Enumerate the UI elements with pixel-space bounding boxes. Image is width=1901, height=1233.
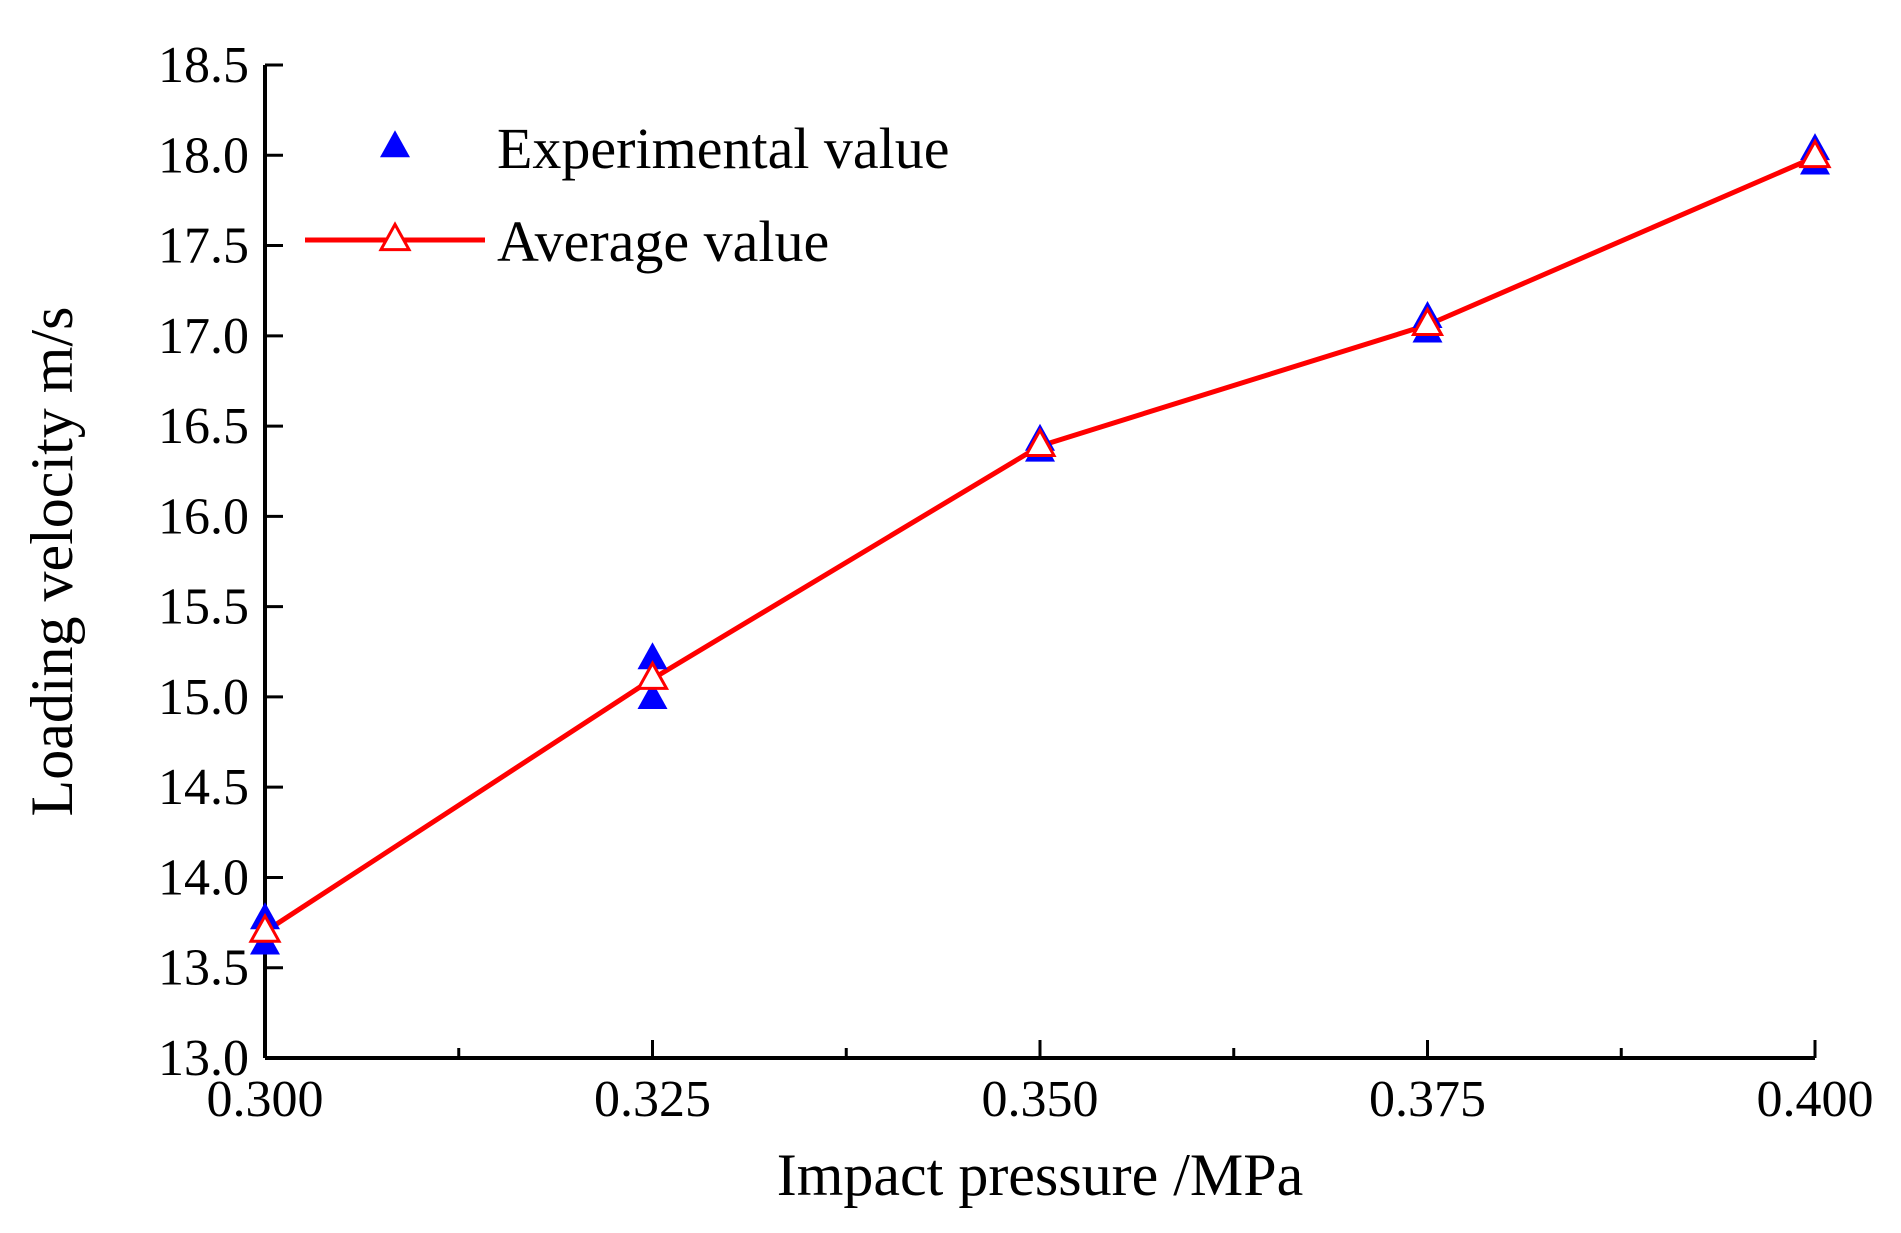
y-tick-label: 14.0 — [158, 849, 249, 906]
point-average — [248, 912, 282, 943]
y-tick-label: 18.5 — [158, 37, 249, 94]
legend: Experimental value Average value — [305, 116, 950, 274]
legend-label-average: Average value — [497, 209, 829, 274]
y-tick-label: 16.0 — [158, 488, 249, 545]
legend-marker-experimental — [380, 130, 410, 158]
x-tick-label: 0.400 — [1757, 1071, 1874, 1128]
x-axis-title: Impact pressure /MPa — [777, 1142, 1304, 1208]
y-tick-label: 13.0 — [158, 1030, 249, 1087]
x-tick-label: 0.325 — [594, 1071, 711, 1128]
series-layer — [248, 133, 1832, 955]
legend-item-average: Average value — [305, 209, 829, 274]
y-tick-label: 15.0 — [158, 669, 249, 726]
point-experimental — [637, 681, 668, 709]
x-tick-label: 0.300 — [207, 1071, 324, 1128]
y-tick-label: 13.5 — [158, 940, 249, 997]
legend-item-experimental: Experimental value — [380, 116, 950, 181]
legend-marker-average — [378, 221, 412, 252]
x-tick-label: 0.375 — [1369, 1071, 1486, 1128]
y-tick-label: 18.0 — [158, 127, 249, 184]
legend-label-experimental: Experimental value — [497, 116, 950, 181]
y-tick-label: 17.0 — [158, 308, 249, 365]
point-average — [635, 660, 670, 690]
x-tick-label: 0.350 — [982, 1071, 1099, 1128]
point-experimental — [637, 642, 668, 670]
y-tick-label: 15.5 — [158, 579, 249, 636]
y-axis-title: Loading velocity m/s — [19, 307, 85, 817]
tick-marks — [263, 63, 1817, 1060]
tick-labels: 0.300 0.325 0.350 0.375 0.400 13.0 13.5 14.0 14.… — [158, 37, 1874, 1128]
y-tick-label: 17.5 — [158, 218, 249, 275]
point-average — [1410, 306, 1445, 337]
y-tick-label: 14.5 — [158, 759, 249, 816]
y-tick-label: 16.5 — [158, 398, 249, 455]
point-average — [1023, 427, 1057, 458]
point-average — [1798, 138, 1832, 169]
